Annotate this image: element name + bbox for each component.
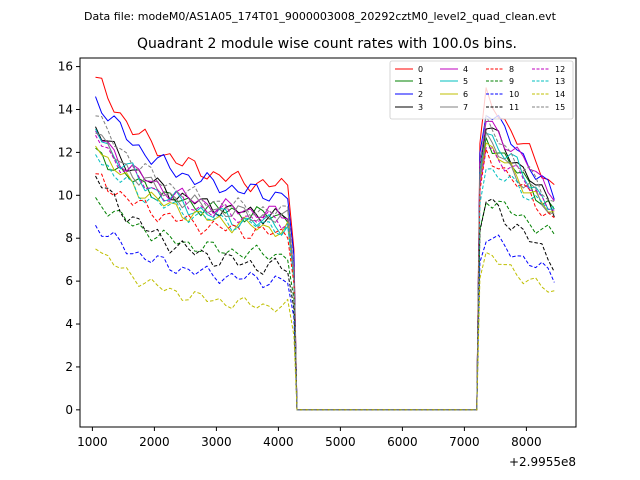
legend-label-9: 9: [509, 77, 514, 86]
legend-label-11: 11: [509, 103, 519, 112]
x-tick-label: 4000: [263, 435, 294, 449]
legend-label-1: 1: [418, 77, 423, 86]
x-tick-label: 6000: [387, 435, 418, 449]
legend-label-8: 8: [509, 65, 514, 74]
y-tick-label: 14: [58, 102, 73, 116]
data-file-label: Data file: modeM0/AS1A05_174T01_90000030…: [84, 10, 557, 23]
chart-title: Quadrant 2 module wise count rates with …: [137, 36, 517, 52]
y-tick-label: 12: [58, 145, 73, 159]
y-tick-label: 0: [65, 403, 73, 417]
x-tick-label: 1000: [77, 435, 108, 449]
legend-box: [389, 60, 574, 120]
y-tick-label: 16: [58, 60, 73, 74]
legend-label-3: 3: [418, 103, 423, 112]
series-layer: [95, 76, 555, 411]
x-tick-label: 3000: [201, 435, 232, 449]
y-tick-label: 6: [65, 274, 73, 288]
x-tick-label: 5000: [325, 435, 356, 449]
legend-label-13: 13: [555, 77, 565, 86]
legend-label-10: 10: [509, 90, 519, 99]
x-axis: 1000 2000 3000 4000 5000 6000 7000 8000: [77, 427, 542, 449]
x-tick-label: 2000: [139, 435, 170, 449]
y-tick-label: 10: [58, 188, 73, 202]
legend-label-4: 4: [463, 65, 468, 74]
legend-label-5: 5: [463, 77, 468, 86]
x-tick-label: 7000: [449, 435, 480, 449]
legend-label-7: 7: [463, 103, 468, 112]
legend-label-14: 14: [555, 90, 565, 99]
y-axis: 0 2 4 6 8 10 12 14 16: [58, 60, 80, 417]
x-tick-label: 8000: [511, 435, 542, 449]
y-tick-label: 8: [65, 231, 73, 245]
plot-frame: [79, 57, 577, 428]
y-tick-label: 4: [65, 317, 73, 331]
y-tick-label: 2: [65, 360, 73, 374]
legend-label-15: 15: [555, 103, 565, 112]
legend-label-6: 6: [463, 90, 468, 99]
legend-label-2: 2: [418, 90, 423, 99]
legend-label-0: 0: [418, 65, 423, 74]
series-line-15: [95, 114, 555, 411]
x-axis-offset-label: +2.9955e8: [509, 455, 576, 469]
legend-label-12: 12: [555, 65, 565, 74]
